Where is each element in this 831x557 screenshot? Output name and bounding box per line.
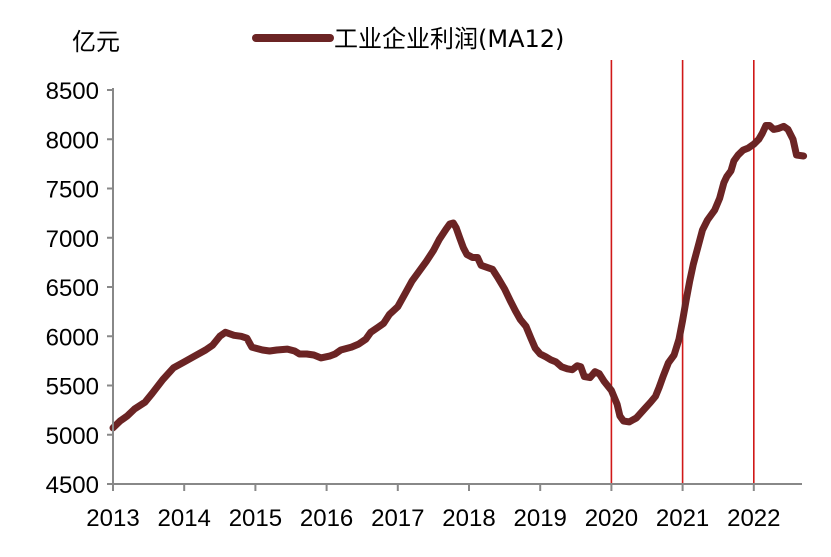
y-axis-ticks: 4500 5000 5500 6000 6500 7000 7500 8000 8500 <box>46 78 113 499</box>
y-tick-label: 5000 <box>46 423 99 450</box>
y-tick-label: 5500 <box>46 374 99 401</box>
x-tick-label: 2013 <box>86 505 139 532</box>
legend-series-label: 工业企业利润(MA12) <box>334 25 564 53</box>
axes <box>112 88 802 485</box>
x-tick-label: 2020 <box>585 505 638 532</box>
x-tick-label: 2018 <box>442 505 495 532</box>
y-tick-label: 6000 <box>46 324 99 351</box>
x-axis-ticks: 2013 2014 2015 2016 2017 2018 2019 2020 2021 2022 <box>86 484 780 532</box>
x-tick-label: 2016 <box>300 505 353 532</box>
y-axis-unit-label: 亿元 <box>72 28 120 56</box>
y-tick-label: 8000 <box>46 127 99 154</box>
x-tick-label: 2021 <box>656 505 709 532</box>
y-tick-label: 6500 <box>46 275 99 302</box>
vertical-markers <box>610 60 755 484</box>
y-tick-label: 8500 <box>46 78 99 105</box>
x-tick-label: 2015 <box>229 505 282 532</box>
chart-legend: 工业企业利润(MA12) <box>252 25 564 53</box>
series-line <box>109 122 808 432</box>
series-layer <box>109 122 808 432</box>
y-tick-label: 7000 <box>46 226 99 253</box>
x-tick-label: 2014 <box>158 505 211 532</box>
y-tick-label: 4500 <box>46 472 99 499</box>
x-tick-label: 2022 <box>727 505 780 532</box>
x-tick-label: 2019 <box>514 505 567 532</box>
x-tick-label: 2017 <box>371 505 424 532</box>
y-tick-label: 7500 <box>46 177 99 204</box>
